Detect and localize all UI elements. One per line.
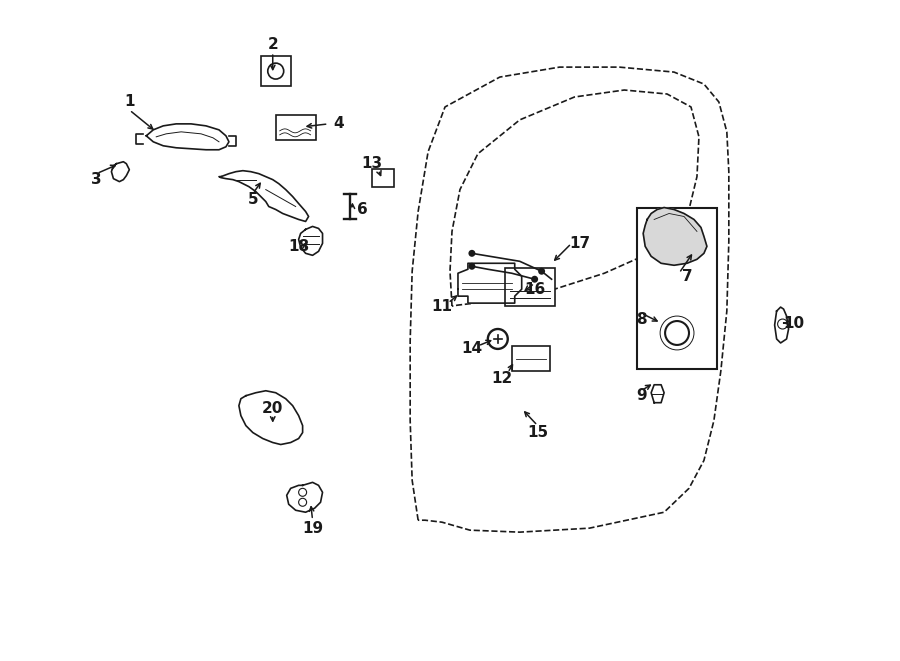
Text: 18: 18 [288,239,310,254]
Polygon shape [644,208,706,265]
Text: 8: 8 [636,311,646,327]
Polygon shape [458,263,522,303]
Text: 17: 17 [569,236,590,251]
Circle shape [468,263,475,270]
Text: 13: 13 [362,156,382,171]
Bar [637,208,717,369]
Bar [261,56,291,86]
Text: 9: 9 [636,388,646,403]
Polygon shape [299,227,322,255]
Bar [512,346,550,371]
Text: 11: 11 [431,299,453,313]
Polygon shape [238,391,302,444]
Polygon shape [147,124,229,150]
Bar [275,115,316,140]
Polygon shape [652,385,664,403]
Text: 7: 7 [681,269,692,284]
Text: 2: 2 [267,37,278,52]
Bar [373,169,394,186]
Bar [505,268,554,306]
Polygon shape [287,483,322,512]
Text: 3: 3 [91,172,102,187]
Circle shape [538,268,545,275]
Text: 19: 19 [302,521,323,535]
Text: 20: 20 [262,401,284,416]
Text: 15: 15 [527,425,548,440]
Text: 10: 10 [783,315,804,330]
Circle shape [468,250,475,257]
Text: 14: 14 [462,342,482,356]
Text: 16: 16 [524,282,545,297]
Text: 4: 4 [333,116,344,132]
Text: 12: 12 [491,371,512,386]
Polygon shape [112,162,130,182]
Polygon shape [219,171,309,221]
Text: 1: 1 [124,95,135,110]
Circle shape [531,276,538,283]
Text: 6: 6 [357,202,368,217]
Polygon shape [775,307,788,343]
Text: 5: 5 [248,192,258,207]
